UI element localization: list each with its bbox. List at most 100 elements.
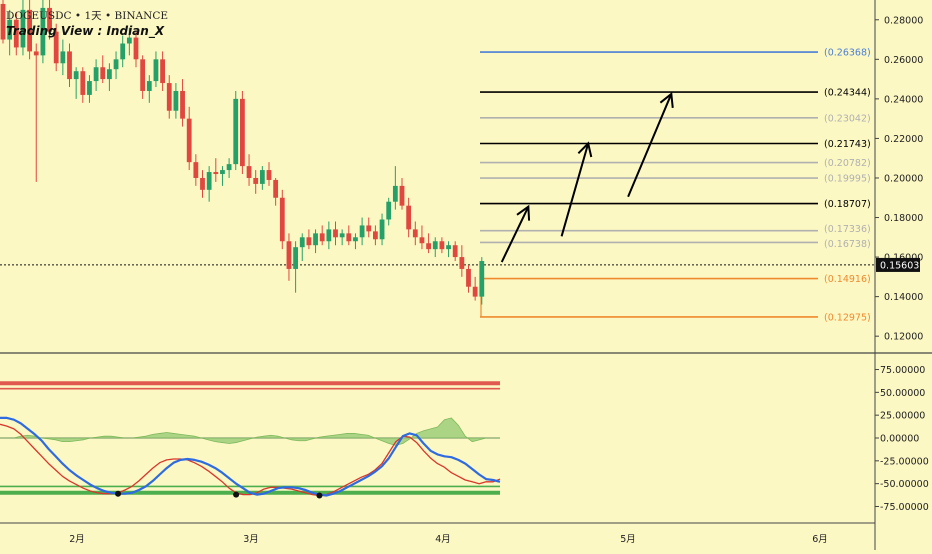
candle-body xyxy=(160,59,165,84)
candle-body xyxy=(446,245,451,250)
candle-body xyxy=(459,257,465,269)
price-axis-tick-label: 0.28000 xyxy=(884,15,923,26)
osc-signal-line xyxy=(0,423,501,497)
candle-body xyxy=(259,170,265,184)
time-axis-tick-label: 4月 xyxy=(435,534,451,545)
candle-body xyxy=(27,9,32,52)
candle-body xyxy=(166,83,172,111)
candle-body xyxy=(386,201,392,220)
last-price-label: 0.15603 xyxy=(880,260,919,271)
candle-body xyxy=(40,7,46,56)
fib-level-label: (0.17336) xyxy=(824,224,871,235)
candle-body xyxy=(173,90,179,111)
candle-body xyxy=(266,170,272,180)
symbol-label: DOGEUSDC • 1天 • BINANCE xyxy=(6,10,169,22)
candle-body xyxy=(120,43,126,60)
candle-body xyxy=(47,7,52,32)
candle-body xyxy=(366,225,372,232)
candle-body xyxy=(93,67,99,82)
candle-body xyxy=(13,19,19,48)
osc-axis-tick-label: -25.00000 xyxy=(880,456,929,467)
time-axis-tick-label: 6月 xyxy=(812,534,828,545)
candle-body xyxy=(306,237,312,246)
osc-cross-marker xyxy=(115,490,122,497)
candle-body xyxy=(53,31,59,64)
candle-body xyxy=(373,231,378,240)
candle-body xyxy=(379,219,385,240)
candle-body xyxy=(7,19,13,40)
candle-body xyxy=(213,172,219,175)
osc-axis-tick-label: -75.00000 xyxy=(880,502,929,513)
candle-body xyxy=(399,185,405,206)
candle-body xyxy=(140,59,146,91)
fib-level-label: (0.18707) xyxy=(824,199,871,210)
fib-level-label: (0.19995) xyxy=(824,174,871,185)
osc-axis-tick-label: 0.00000 xyxy=(880,434,919,445)
osc-axis-tick-label: 50.00000 xyxy=(880,388,925,399)
candle-body xyxy=(200,177,205,190)
candle-body xyxy=(33,51,39,56)
projection-arrow-shaft xyxy=(500,206,530,263)
candle-body xyxy=(126,37,132,44)
candle-body xyxy=(299,237,305,248)
candle-body xyxy=(472,286,478,297)
candle-body xyxy=(220,170,225,175)
osc-histogram-area xyxy=(0,417,500,446)
projection-arrow-shaft xyxy=(627,93,673,198)
candle-body xyxy=(80,71,86,95)
candle-body xyxy=(353,237,358,242)
fib-level-label: (0.26368) xyxy=(824,48,871,59)
candle-body xyxy=(346,233,352,242)
osc-axis-tick-label: 25.00000 xyxy=(880,411,925,422)
candle-body xyxy=(333,229,338,238)
time-axis-tick-label: 2月 xyxy=(69,534,85,545)
candle-body xyxy=(73,71,79,80)
candle-body xyxy=(226,164,232,171)
candle-body xyxy=(67,51,72,80)
osc-main-line xyxy=(0,416,501,497)
candle-body xyxy=(419,237,425,244)
candle-body xyxy=(286,241,292,269)
candle-body xyxy=(180,90,185,119)
candle-body xyxy=(412,229,418,238)
price-axis-tick-label: 0.26000 xyxy=(884,55,923,66)
watermark-text: Trading View : Indian_X xyxy=(6,24,165,38)
candle-body xyxy=(273,179,279,198)
candle-body xyxy=(60,51,66,64)
projection-arrow-head xyxy=(659,92,674,108)
candles-group xyxy=(0,0,485,305)
fib-level-label: (0.20782) xyxy=(824,158,871,169)
candle-body xyxy=(313,233,318,246)
candle-body xyxy=(279,197,285,242)
fib-level-label: (0.23042) xyxy=(824,113,871,124)
candle-body xyxy=(392,185,398,202)
candle-body xyxy=(326,229,332,242)
candle-body xyxy=(432,241,438,250)
fib-level-label: (0.21743) xyxy=(824,139,871,150)
candle-body xyxy=(426,243,431,250)
osc-cross-marker xyxy=(316,492,323,499)
candle-body xyxy=(146,81,152,91)
time-axis-tick-label: 5月 xyxy=(620,534,636,545)
osc-cross-marker xyxy=(233,491,240,498)
candle-body xyxy=(100,67,106,80)
candle-body xyxy=(193,162,199,178)
projection-arrow-head xyxy=(516,204,531,221)
candle-body xyxy=(319,233,325,242)
candle-body xyxy=(0,3,6,40)
candle-body xyxy=(246,166,252,178)
candle-body xyxy=(186,118,192,163)
price-axis-tick-label: 0.18000 xyxy=(884,213,923,224)
fib-level-label: (0.24344) xyxy=(824,88,871,99)
candle-body xyxy=(113,59,119,70)
candle-body xyxy=(359,225,365,238)
candle-body xyxy=(20,9,26,48)
candle-body xyxy=(240,98,245,167)
price-axis-tick-label: 0.24000 xyxy=(884,94,923,105)
candle-body xyxy=(339,233,345,238)
fib-level-label: (0.16738) xyxy=(824,239,871,250)
price-axis-tick-label: 0.22000 xyxy=(884,134,923,145)
candle-body xyxy=(107,69,112,80)
